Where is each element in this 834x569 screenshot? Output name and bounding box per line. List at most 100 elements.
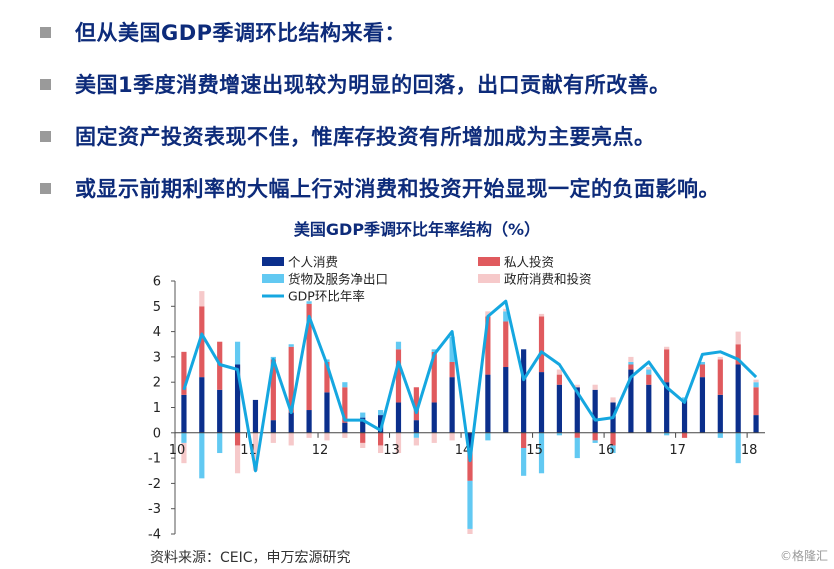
bar-segment — [717, 359, 723, 395]
bar-segment — [485, 432, 491, 441]
x-tick-label: 13 — [383, 443, 400, 458]
bar-segment — [288, 412, 294, 433]
bar-segment — [556, 374, 562, 385]
legend-swatch — [478, 257, 500, 266]
bar-segment — [181, 394, 187, 433]
source-note: 资料来源：CEIC，申万宏源研究 — [150, 550, 351, 566]
bar-segment — [538, 372, 545, 433]
bar-segment — [664, 382, 670, 433]
bar-segment — [324, 432, 330, 441]
bar-segment — [360, 417, 366, 433]
bar-segment — [342, 387, 348, 423]
bar-segment — [664, 346, 670, 350]
bar-segment — [574, 437, 580, 459]
bar-segment — [628, 369, 634, 433]
bar-segment — [378, 432, 384, 446]
bullet-square-icon — [40, 130, 51, 142]
x-tick-label: 15 — [526, 443, 543, 458]
bar-segment — [288, 346, 294, 413]
bar-segment — [735, 331, 741, 345]
bar-segment — [324, 361, 330, 393]
bar-segment — [646, 374, 652, 385]
bar-segment — [610, 432, 616, 446]
bar-segment — [467, 447, 473, 481]
bar-segment — [431, 351, 437, 403]
bar-segment — [699, 377, 706, 433]
bar-segment — [717, 356, 723, 360]
bar-segment — [199, 291, 205, 307]
bar-segment — [378, 410, 384, 416]
bar-segment — [646, 384, 652, 433]
bar-segment — [449, 361, 455, 378]
bar-segment — [556, 384, 562, 433]
bar-segment — [699, 361, 706, 365]
bar-segment — [753, 379, 759, 383]
bar-segment — [234, 364, 241, 433]
bullet-item: 美国1季度消费增速出现较为明显的回落，出口贡献有所改善。 — [40, 58, 830, 110]
bar-segment — [735, 364, 741, 433]
bar-segment — [413, 437, 419, 446]
bullet-item: 但从美国GDP季调环比结构来看： — [40, 6, 830, 58]
bar-segment — [592, 440, 598, 443]
watermark: ©格隆汇 — [779, 549, 828, 563]
bar-segment — [592, 432, 598, 441]
bar-segment — [503, 367, 509, 433]
bar-segment — [538, 432, 545, 474]
bar-segment — [252, 399, 259, 433]
bar-segment — [449, 336, 455, 362]
bar-segment — [395, 349, 402, 403]
bullet-text: 固定资产投资表现不佳，惟库存投资有所增加成为主要亮点。 — [75, 125, 656, 149]
x-tick-label: 16 — [598, 443, 615, 458]
bar-segment — [574, 384, 580, 388]
bar-segment — [574, 387, 580, 433]
bullet-square-icon — [40, 26, 51, 38]
chart-title: 美国GDP季调环比年率结构（%） — [293, 220, 541, 239]
bar-segment — [485, 374, 491, 433]
bar-segment — [556, 369, 562, 375]
bar-segment — [342, 422, 348, 433]
x-tick-label: 17 — [669, 443, 686, 458]
y-tick-label: 5 — [153, 300, 161, 315]
y-tick-label: -4 — [148, 528, 161, 543]
bar-segment — [681, 399, 688, 433]
bar-segment — [449, 377, 455, 433]
bar-segment — [395, 402, 402, 433]
bar-segment — [306, 410, 312, 433]
bar-segment — [503, 311, 509, 322]
bar-segment — [413, 387, 419, 421]
bar-segment — [521, 432, 527, 448]
bar-segment — [234, 341, 241, 365]
bullet-text: 美国1季度消费增速出现较为明显的回落，出口贡献有所改善。 — [75, 73, 671, 97]
bar-segment — [610, 445, 616, 454]
bar-segment — [252, 432, 259, 471]
bar-segment — [217, 432, 223, 454]
bar-segment — [378, 415, 384, 433]
bar-segment — [306, 301, 312, 304]
bar-segment — [485, 316, 491, 375]
bar-segment — [413, 420, 419, 433]
bar-segment — [574, 432, 580, 438]
bar-segment — [378, 445, 384, 454]
bar-segment — [360, 432, 366, 443]
bar-segment — [717, 394, 723, 433]
bullet-text: 但从美国GDP季调环比结构来看： — [75, 21, 407, 45]
bar-segment — [306, 432, 312, 438]
bar-segment — [199, 306, 205, 378]
legend-label: GDP环比年率 — [288, 289, 365, 304]
bar-segment — [431, 349, 437, 352]
bar-segment — [199, 432, 205, 479]
legend-label: 个人消费 — [288, 255, 338, 270]
bullet-item: 或显示前期利率的大幅上行对消费和投资开始显现一定的负面影响。 — [40, 162, 830, 214]
y-tick-label: 1 — [153, 401, 161, 416]
bar-segment — [646, 367, 652, 370]
y-tick-label: -2 — [148, 477, 161, 492]
y-tick-label: -1 — [148, 452, 161, 467]
bar-segment — [717, 432, 723, 438]
bar-segment — [360, 412, 366, 418]
legend-swatch — [478, 274, 500, 283]
x-tick-label: 10 — [169, 443, 186, 458]
legend-swatch — [262, 274, 284, 283]
legend-label: 政府消费和投资 — [504, 272, 592, 287]
bar-segment — [699, 364, 706, 378]
